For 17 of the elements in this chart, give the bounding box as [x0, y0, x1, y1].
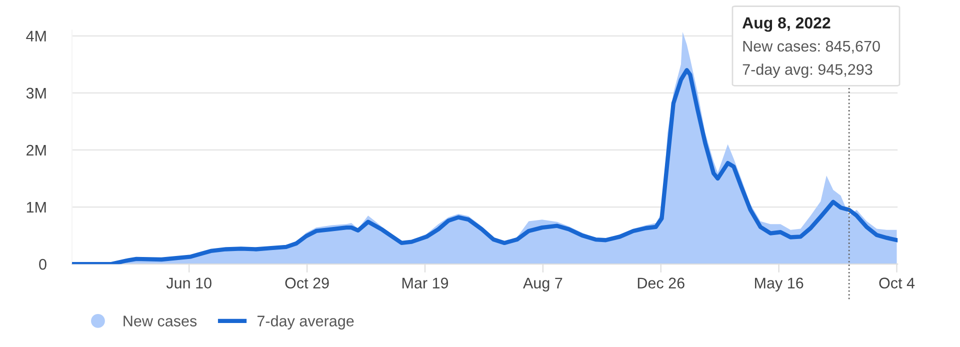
x-tick-label: Aug 7 [523, 278, 562, 292]
y-tick-label: 2M [26, 144, 46, 156]
x-tick-label: Oct 4 [879, 278, 915, 288]
annotation: Aug 8, 2022 [742, 17, 830, 32]
x-tick-label: Oct 29 [285, 278, 329, 288]
legend-label: 7-day average [258, 315, 354, 330]
x-tick-label: Dec 26 [638, 278, 684, 288]
y-tick-label: 3M [26, 88, 46, 99]
y-tick-label: 1M [26, 202, 46, 213]
legend-label: New cases [124, 316, 197, 326]
annotation: New cases: 845,670 [743, 40, 880, 54]
x-tick-label: Mar 19 [402, 278, 448, 288]
y-tick-label: 4M [26, 30, 46, 42]
x-tick-label: Jun 10 [166, 278, 212, 288]
y-tick-label: 0 [39, 258, 46, 270]
x-tick-label: May 16 [755, 278, 804, 292]
annotation: 7-day avg: 945,293 [742, 64, 872, 78]
